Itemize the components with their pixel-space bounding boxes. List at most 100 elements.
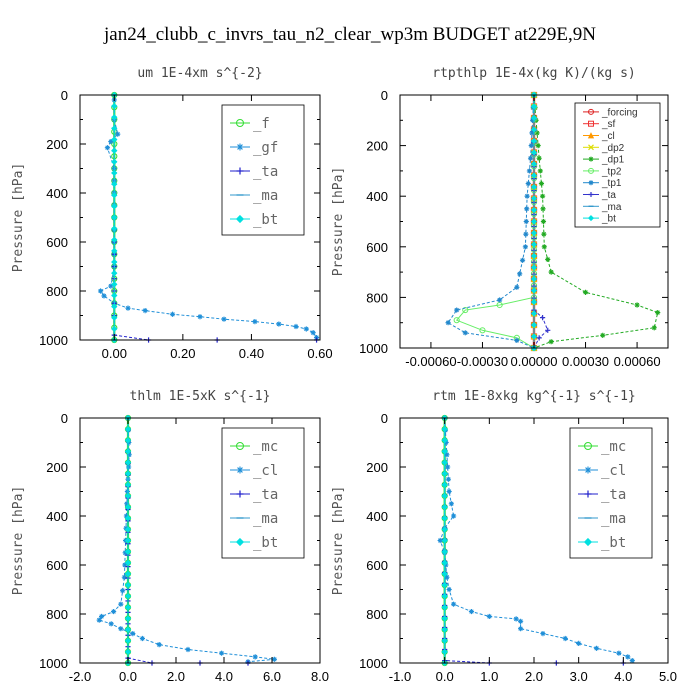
legend-marker [588,180,594,186]
data-point [530,103,538,110]
data-point [522,244,529,250]
data-point [446,586,452,593]
series-cl [437,415,635,664]
data-point [530,117,536,123]
data-point [111,303,118,310]
legend-marker [584,442,592,450]
data-point [526,168,533,174]
data-point [524,206,530,212]
data-point [111,270,118,277]
data-point [124,501,130,507]
x-tick-label: -0.00030 [457,354,508,369]
x-tick-label: 3.0 [570,669,588,684]
legend-label: _forcing [601,107,638,118]
y-tick-label: 0 [381,88,388,103]
legend-label: _bt [601,535,626,551]
data-point [525,180,531,187]
data-point [252,654,258,660]
legend-marker [588,192,594,197]
data-point [486,613,492,620]
series-bt [111,91,118,344]
data-point [111,314,118,321]
y-tick-label: 800 [366,290,388,305]
data-point [514,337,520,344]
x-tick-label: 0.60 [307,346,332,361]
data-point [122,562,128,568]
data-point [124,459,132,466]
data-point [441,503,448,511]
legend-label: _bt [253,535,278,551]
data-point [139,635,145,642]
legend-marker [236,167,244,175]
data-point [454,307,460,313]
data-point [122,550,128,556]
panel-rtm: rtm 1E-8xkg kg^{-1} s^{-1} Pressure [hPa]… [331,389,677,684]
data-point [124,626,132,633]
data-point [125,305,131,311]
data-point [536,155,542,161]
data-point [448,501,454,507]
data-point [441,637,448,644]
data-point [443,562,449,568]
legend-item: _sf [583,119,616,130]
data-point [441,604,448,611]
data-point [120,588,126,594]
data-point [96,617,102,623]
data-point [462,306,469,314]
legend-label: _tp2 [601,166,622,177]
data-point [524,193,530,199]
data-point [441,481,448,488]
y-axis-label: Pressure [hPa] [331,486,346,596]
data-point [530,137,538,145]
data-point [518,626,524,632]
legend-label: _cl [253,463,278,479]
data-point [111,225,118,232]
data-point [529,130,535,136]
series-line [447,94,535,349]
data-point [530,321,538,329]
data-point [169,311,176,317]
x-tick-label: 0.20 [170,346,195,361]
data-point [548,339,554,345]
data-point [108,621,114,627]
y-tick-label: 800 [46,284,68,299]
legend-marker [588,120,594,127]
data-point [451,513,457,519]
data-point [545,327,551,333]
data-point [156,642,162,648]
data-point [126,464,132,470]
data-point [539,315,546,321]
legend-label: _ma [601,511,626,527]
legend-item: _bt [230,212,278,228]
data-point [111,180,118,188]
legend-marker [236,119,244,127]
y-tick-label: 800 [366,607,388,622]
panel-subtitle: thlm 1E-5xK s^{-1} [130,389,271,404]
legend-item: _bt [578,535,626,551]
data-point [530,160,538,168]
x-tick-label: 4.0 [614,669,632,684]
series-line [455,95,535,349]
data-point [124,515,132,522]
data-point [303,326,309,332]
data-point [108,283,114,289]
legend-item: _mc [230,439,278,455]
data-point [530,218,538,225]
data-point [655,309,661,316]
x-tick-label: 0.0 [119,669,137,684]
data-point [441,492,448,500]
data-point [445,464,451,470]
data-point [536,335,542,341]
data-point [130,631,136,637]
data-point [111,136,118,143]
data-point [111,236,118,243]
x-tick-label: 0.00060 [614,354,661,369]
x-tick-label: -0.00060 [405,354,456,369]
legend-item: _gf [230,140,278,156]
data-point [530,252,538,260]
data-point [530,172,538,179]
legend-label: _ma [601,202,622,213]
x-tick-label: 0.40 [239,346,264,361]
legend: _forcing_sf_cl_dp2_dp1_tp2_tp1_ta_ma_bt [574,102,661,228]
legend-marker [587,215,595,222]
